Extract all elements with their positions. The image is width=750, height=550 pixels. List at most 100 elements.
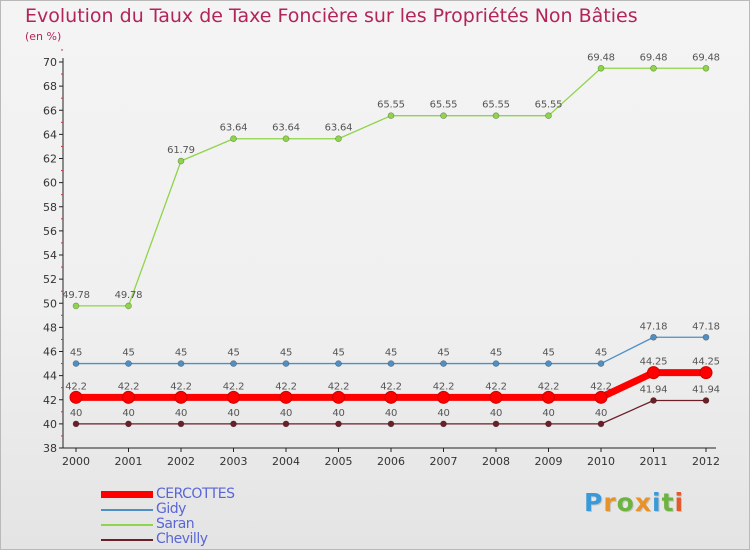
legend-swatch-chevilly bbox=[101, 539, 153, 541]
data-label-cercottes: 44.25 bbox=[692, 357, 720, 368]
legend-label-cercottes: CERCOTTES bbox=[156, 486, 235, 502]
data-point-chevilly bbox=[335, 420, 342, 428]
logo-letter: i bbox=[652, 488, 662, 517]
data-label-chevilly: 40 bbox=[122, 408, 134, 419]
data-label-cercottes: 42.2 bbox=[118, 381, 139, 392]
data-point-cercottes bbox=[279, 390, 293, 404]
y-tick-label: 58 bbox=[43, 201, 57, 214]
logo-letter: P bbox=[584, 488, 604, 517]
data-label-saran: 69.48 bbox=[587, 52, 615, 63]
axes: 38 40 42 44 46 48 50 52 54 56 58 60 62 64 66 68 70 2000 20… bbox=[43, 49, 720, 468]
data-point-saran bbox=[335, 135, 342, 143]
data-labels: 49.78 49.78 61.79 63.64 63.64 63.64 65.55 65.55… bbox=[62, 52, 720, 419]
data-point-saran bbox=[597, 64, 605, 72]
data-point-chevilly bbox=[702, 397, 710, 404]
data-point-chevilly bbox=[597, 420, 605, 428]
data-point-saran bbox=[125, 302, 132, 310]
y-tick-label: 56 bbox=[43, 225, 57, 238]
data-point-gidy bbox=[492, 360, 500, 367]
data-point-saran bbox=[702, 64, 710, 72]
chart-title: Evolution du Taux de Taxe Foncière sur l… bbox=[25, 5, 638, 27]
logo-letter: o bbox=[616, 488, 635, 517]
y-tick-label: 66 bbox=[43, 104, 57, 117]
proxiti-logo: Proxiti bbox=[584, 488, 684, 517]
data-label-cercottes: 42.2 bbox=[65, 381, 86, 392]
data-label-chevilly: 40 bbox=[70, 408, 82, 419]
x-tick-label: 2011 bbox=[640, 455, 668, 468]
data-point-cercottes bbox=[437, 390, 450, 404]
y-tick-label: 70 bbox=[43, 56, 57, 69]
x-tick-label: 2002 bbox=[167, 455, 195, 468]
legend-label-chevilly: Chevilly bbox=[156, 531, 208, 547]
data-label-saran: 69.48 bbox=[640, 52, 668, 63]
y-unit-label: (en %) bbox=[25, 30, 62, 43]
data-label-chevilly: 40 bbox=[175, 408, 187, 419]
data-label-gidy: 45 bbox=[70, 348, 82, 359]
y-tick-label: 48 bbox=[43, 321, 57, 334]
y-tick-label: 52 bbox=[43, 273, 57, 286]
data-label-chevilly: 40 bbox=[227, 408, 239, 419]
legend-label-saran: Saran bbox=[156, 516, 195, 532]
data-label-gidy: 45 bbox=[595, 348, 607, 359]
data-label-cercottes: 42.2 bbox=[275, 381, 296, 392]
data-label-chevilly: 40 bbox=[542, 408, 554, 419]
data-label-cercottes: 42.2 bbox=[328, 381, 349, 392]
data-point-saran bbox=[177, 157, 185, 165]
data-label-cercottes: 42.2 bbox=[590, 381, 611, 392]
data-point-chevilly bbox=[125, 420, 132, 428]
data-point-gidy bbox=[282, 360, 290, 367]
data-point-cercottes bbox=[332, 390, 345, 404]
x-tick-label: 2008 bbox=[482, 455, 510, 468]
data-label-gidy: 45 bbox=[227, 348, 239, 359]
data-point-cercottes bbox=[69, 390, 83, 404]
data-point-cercottes bbox=[122, 390, 135, 404]
data-point-cercottes bbox=[594, 390, 608, 404]
data-point-chevilly bbox=[440, 420, 447, 428]
y-tick-label: 40 bbox=[43, 418, 57, 431]
data-label-gidy: 47.18 bbox=[640, 321, 668, 332]
data-point-gidy bbox=[597, 360, 605, 367]
x-tick-label: 2006 bbox=[377, 455, 405, 468]
data-label-saran: 69.48 bbox=[692, 52, 720, 63]
data-point-cercottes bbox=[542, 390, 555, 404]
data-label-saran: 63.64 bbox=[220, 123, 248, 134]
data-point-cercottes bbox=[647, 366, 660, 380]
data-point-gidy bbox=[72, 360, 80, 367]
data-point-gidy bbox=[230, 360, 237, 367]
data-point-saran bbox=[492, 112, 500, 119]
data-point-chevilly bbox=[230, 420, 237, 428]
data-label-saran: 63.64 bbox=[325, 123, 353, 134]
x-tick-label: 2012 bbox=[692, 455, 720, 468]
x-tick-label: 2005 bbox=[325, 455, 353, 468]
y-tick-label: 64 bbox=[43, 128, 57, 141]
data-label-gidy: 45 bbox=[332, 348, 344, 359]
data-label-gidy: 45 bbox=[542, 348, 554, 359]
data-point-cercottes bbox=[174, 390, 188, 404]
data-point-saran bbox=[545, 112, 552, 119]
data-point-cercottes bbox=[489, 390, 503, 404]
data-label-cercottes: 44.25 bbox=[640, 357, 668, 368]
data-label-saran: 61.79 bbox=[167, 145, 195, 156]
x-tick-label: 2001 bbox=[115, 455, 143, 468]
data-point-cercottes bbox=[699, 366, 713, 380]
data-point-gidy bbox=[125, 360, 132, 367]
data-label-chevilly: 41.94 bbox=[692, 384, 720, 395]
logo-letter: x bbox=[634, 488, 652, 517]
data-label-chevilly: 41.94 bbox=[640, 384, 668, 395]
data-point-saran bbox=[650, 64, 657, 72]
data-label-chevilly: 40 bbox=[595, 408, 607, 419]
data-label-saran: 49.78 bbox=[115, 290, 143, 301]
data-point-cercottes bbox=[227, 390, 240, 404]
data-label-saran: 49.78 bbox=[62, 290, 90, 301]
logo-letter: t bbox=[661, 488, 675, 517]
data-point-gidy bbox=[177, 360, 185, 367]
y-tick-label: 68 bbox=[43, 80, 57, 93]
data-point-saran bbox=[230, 135, 237, 143]
x-tick-label: 2000 bbox=[62, 455, 90, 468]
series-layer bbox=[69, 64, 713, 428]
y-tick-label: 38 bbox=[43, 442, 57, 455]
data-label-gidy: 45 bbox=[175, 348, 187, 359]
x-tick-label: 2010 bbox=[587, 455, 615, 468]
